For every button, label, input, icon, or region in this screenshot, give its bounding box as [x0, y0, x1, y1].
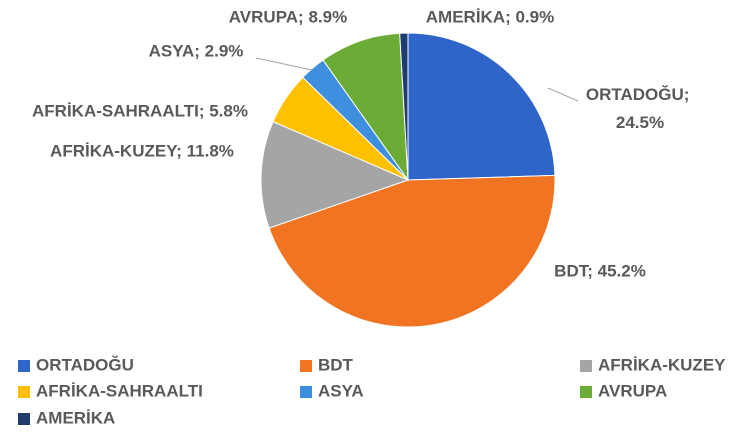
- legend-label: ORTADOĞU: [36, 355, 134, 374]
- legend-label: ASYA: [318, 381, 364, 400]
- leader-line: [547, 87, 579, 102]
- data-label: AMERİKA; 0.9%: [426, 7, 554, 26]
- pie-slice: [268, 174, 556, 328]
- data-label-line: 24.5%: [616, 113, 664, 132]
- legend-swatch: [18, 413, 30, 425]
- legend-label: BDT: [318, 355, 354, 374]
- leader-line: [255, 57, 313, 71]
- data-label: AFRİKA-KUZEY; 11.8%: [50, 141, 234, 160]
- pie-slice: [407, 32, 556, 181]
- legend-swatch: [18, 360, 30, 372]
- legend-swatch: [18, 386, 30, 398]
- data-label: ORTADOĞU; 24.5%: [586, 85, 694, 132]
- legend-swatch: [300, 360, 312, 372]
- data-label-line: ORTADOĞU;: [586, 85, 694, 104]
- legend-label: AMERİKA: [36, 408, 115, 427]
- legend-swatch: [300, 386, 312, 398]
- data-label: AFRİKA-SAHRAALTI; 5.8%: [32, 101, 248, 120]
- legend-swatch: [580, 360, 592, 372]
- pie-slice: [260, 120, 410, 229]
- pie-slice: [399, 32, 409, 181]
- data-label: ASYA; 2.9%: [149, 41, 244, 60]
- legend-label: AFRİKA-SAHRAALTI: [36, 381, 203, 400]
- data-label: BDT; 45.2%: [554, 261, 646, 280]
- data-label: AVRUPA; 8.9%: [229, 7, 347, 26]
- legend-swatch: [580, 386, 592, 398]
- legend-label: AVRUPA: [598, 381, 667, 400]
- pie-slice: [322, 32, 409, 182]
- legend-label: AFRİKA-KUZEY: [598, 355, 726, 374]
